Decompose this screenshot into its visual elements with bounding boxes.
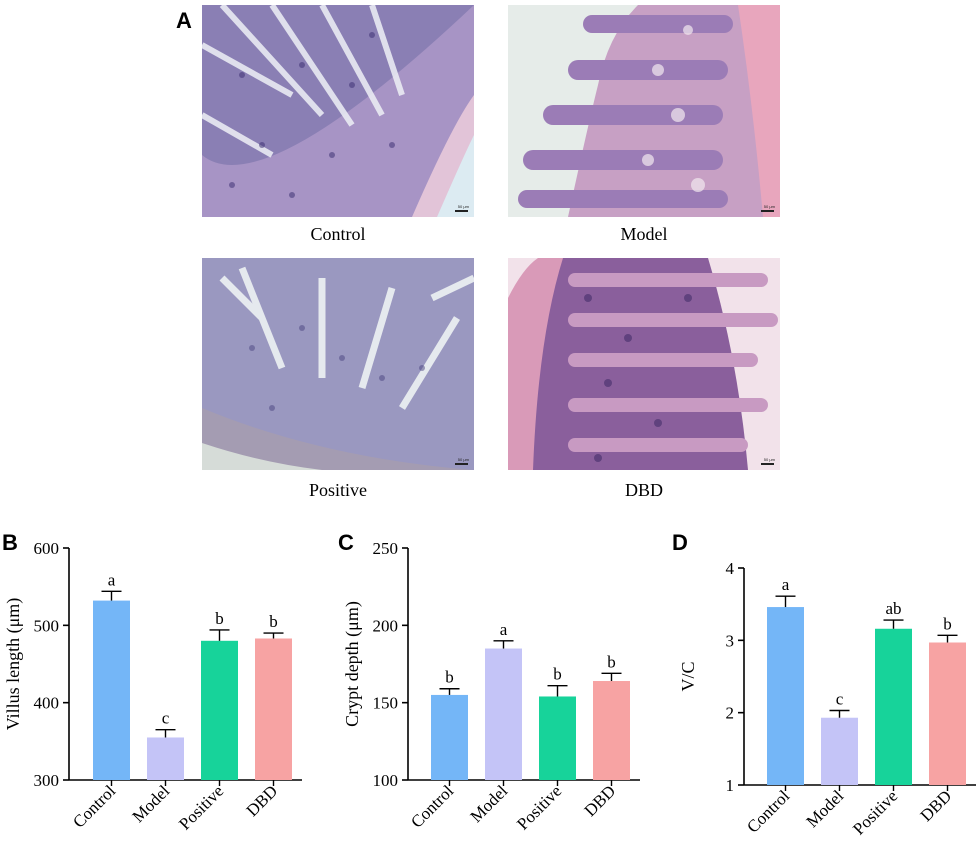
y-tick-label: 100 xyxy=(373,771,399,790)
scale-bar xyxy=(761,210,774,212)
bar xyxy=(821,717,858,785)
scale-label: 50 μm xyxy=(457,204,469,209)
y-axis-label: Crypt depth (μm) xyxy=(342,601,363,727)
bar xyxy=(93,600,130,780)
y-tick-label: 150 xyxy=(373,694,399,713)
scale-label: 50 μm xyxy=(763,457,775,462)
significance-letter: b xyxy=(445,668,454,687)
y-axis-label: Villus length (μm) xyxy=(3,598,24,731)
significance-letter: b xyxy=(553,665,562,684)
panel-c-letter: C xyxy=(338,530,354,555)
y-tick-label: 4 xyxy=(726,559,735,578)
chart-d: 1 2 3 4 V/C a Control c Model ab Positive b DBD xyxy=(678,559,976,839)
bar xyxy=(201,640,238,780)
y-tick-label: 300 xyxy=(34,771,60,790)
bar xyxy=(929,642,966,785)
micrograph-positive: 50 μm xyxy=(202,258,474,470)
bar xyxy=(593,681,630,780)
y-tick-label: 2 xyxy=(726,704,735,723)
significance-letter: b xyxy=(215,609,224,628)
bar xyxy=(485,648,522,780)
significance-letter: ab xyxy=(885,599,901,618)
significance-letter: b xyxy=(607,652,616,671)
micrograph-dbd: 50 μm xyxy=(508,258,780,470)
x-tick-label: Positive xyxy=(849,786,901,838)
significance-letter: c xyxy=(836,689,844,708)
y-tick-label: 400 xyxy=(34,694,60,713)
scale-bar xyxy=(455,463,468,465)
chart-c: 100 150 200 250 Crypt depth (μm) b Control a Mod… xyxy=(342,539,640,834)
x-tick-label: DBD xyxy=(243,781,282,820)
y-tick-label: 250 xyxy=(373,539,399,558)
caption-dbd: DBD xyxy=(624,480,663,500)
x-tick-label: Positive xyxy=(175,781,227,833)
bar xyxy=(875,628,912,785)
bar xyxy=(255,638,292,780)
x-tick-label: Model xyxy=(467,781,512,826)
bar xyxy=(539,696,576,780)
x-tick-label: Control xyxy=(69,781,119,831)
significance-letter: a xyxy=(782,575,790,594)
chart-b: 300 400 500 600 Villus length (μm) a Control c M… xyxy=(3,539,302,834)
micrograph-model: 50 μm xyxy=(508,5,780,217)
y-tick-label: 200 xyxy=(373,616,399,635)
significance-letter: c xyxy=(162,709,170,728)
scale-label: 50 μm xyxy=(457,457,469,462)
bar xyxy=(431,694,468,780)
scale-bar xyxy=(761,463,774,465)
significance-letter: a xyxy=(108,570,116,589)
x-tick-label: DBD xyxy=(581,781,620,820)
x-tick-label: Control xyxy=(743,786,793,836)
x-tick-label: Model xyxy=(803,786,848,831)
x-tick-label: DBD xyxy=(917,786,956,825)
panel-b-letter: B xyxy=(2,530,18,555)
caption-control: Control xyxy=(310,224,366,244)
significance-letter: b xyxy=(269,612,278,631)
scale-bar xyxy=(455,210,468,212)
x-tick-label: Control xyxy=(407,781,457,831)
caption-positive: Positive xyxy=(308,480,367,500)
y-tick-label: 1 xyxy=(726,776,735,795)
y-tick-label: 3 xyxy=(726,631,735,650)
x-tick-label: Model xyxy=(129,781,174,826)
caption-model: Model xyxy=(620,224,668,244)
significance-letter: b xyxy=(943,614,952,633)
panel-d-letter: D xyxy=(672,530,688,555)
micrograph-control: 50 μm xyxy=(202,5,474,217)
y-axis-label: V/C xyxy=(678,661,698,691)
significance-letter: a xyxy=(500,620,508,639)
bar xyxy=(147,737,184,780)
x-tick-label: Positive xyxy=(513,781,565,833)
panel-a-letter: A xyxy=(176,8,192,33)
y-tick-label: 600 xyxy=(34,539,60,558)
bar xyxy=(767,607,804,785)
scale-label: 50 μm xyxy=(763,204,775,209)
y-tick-label: 500 xyxy=(34,616,60,635)
